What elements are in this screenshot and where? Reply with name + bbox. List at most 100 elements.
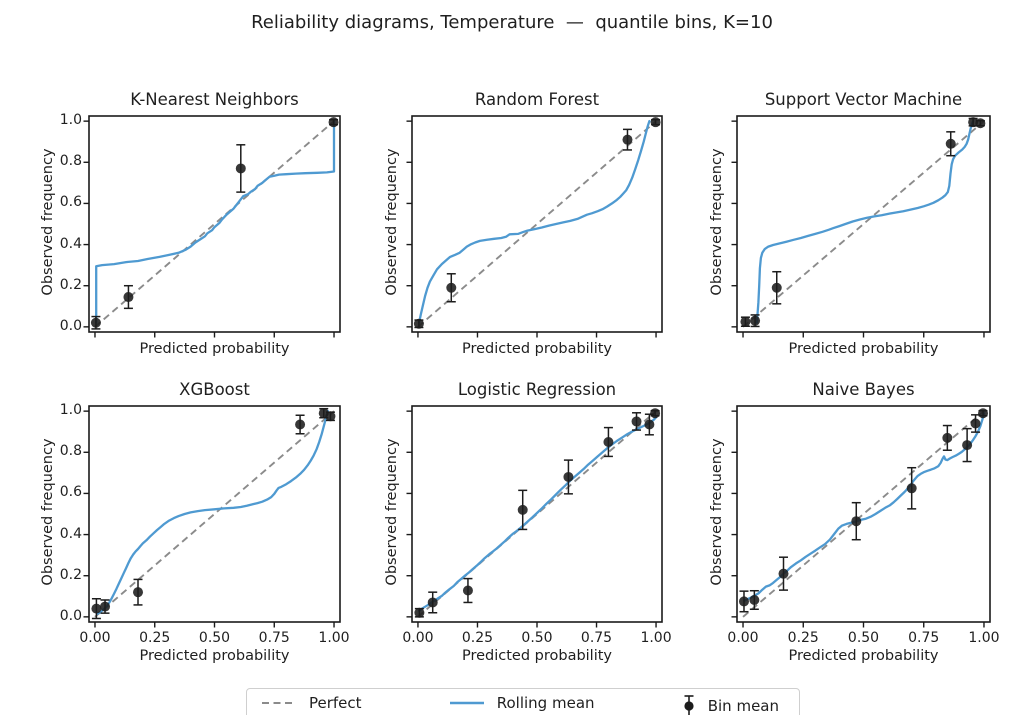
ytick-label: 1.0 — [59, 112, 82, 129]
xtick-label: 0.50 — [198, 630, 231, 646]
legend-item-rolling-mean: Rolling mean — [449, 694, 595, 712]
xtick-label: 1.00 — [318, 630, 350, 646]
xtick-label: 0.50 — [521, 630, 553, 646]
ylabel-support-vector-machine: Observed frequency — [709, 148, 725, 296]
xtick-label: 0.75 — [580, 630, 613, 646]
rolling-mean-line-icon — [449, 701, 484, 705]
plot-area-logistic-regression — [406, 405, 663, 628]
perfect-line — [417, 120, 657, 328]
ytick-label: 0.0 — [59, 607, 82, 624]
ytick-label: 0.4 — [59, 525, 82, 542]
rolling-mean-line — [95, 119, 336, 324]
rolling-mean-line — [96, 409, 329, 615]
bin-mean-point — [427, 591, 438, 614]
bin-mean-point — [325, 411, 336, 422]
bin-mean-point — [446, 273, 457, 303]
bin-mean-point — [740, 316, 751, 327]
xtick-label: 0.00 — [727, 630, 759, 646]
perfect-line — [94, 410, 335, 618]
xtick-label: 0.25 — [461, 630, 494, 646]
bin-mean-point — [749, 589, 760, 610]
legend-item-perfect: Perfect — [261, 694, 362, 712]
bin-mean-point — [603, 426, 614, 458]
xlabel-logistic-regression: Predicted probability — [461, 648, 613, 664]
xtick-label: 0.25 — [139, 630, 171, 646]
bin-mean-point — [650, 117, 661, 128]
bin-mean-point — [650, 408, 661, 419]
plot-area-k-nearest-neighbors — [83, 115, 341, 338]
bin-mean-point — [235, 144, 246, 193]
rolling-mean-line — [417, 119, 651, 324]
bin-mean-point — [631, 412, 642, 431]
perfect-line — [94, 120, 335, 328]
ytick-label: 0.6 — [59, 484, 82, 501]
legend: Perfect Rolling mean Bin mean — [246, 688, 800, 715]
xtick-label: 0.75 — [258, 630, 290, 646]
xlabel-random-forest: Predicted probability — [461, 341, 613, 357]
bin-mean-errorbar-icon — [684, 695, 694, 715]
bin-mean-point — [975, 118, 986, 129]
ytick-label: 0.0 — [59, 317, 82, 334]
bin-mean-point — [622, 128, 633, 151]
xtick-label: 0.25 — [787, 630, 819, 646]
bin-mean-point — [563, 459, 574, 495]
bin-mean-point — [945, 131, 956, 157]
plot-area-xgboost — [83, 405, 341, 628]
bin-mean-point — [906, 466, 917, 510]
bin-mean-point — [962, 427, 973, 463]
xtick-label: 1.00 — [640, 630, 672, 646]
xlabel-xgboost: Predicted probability — [139, 648, 290, 664]
bin-mean-point — [295, 414, 306, 435]
ylabel-k-nearest-neighbors: Observed frequency — [40, 148, 56, 296]
subplot-title-k-nearest-neighbors: K-Nearest Neighbors — [130, 90, 299, 109]
xlabel-support-vector-machine: Predicted probability — [788, 341, 939, 357]
plot-area-random-forest — [406, 115, 663, 338]
figure-title: Reliability diagrams, Temperature — quan… — [251, 12, 773, 33]
legend-label-perfect: Perfect — [309, 694, 362, 712]
ytick-label: 0.8 — [59, 153, 82, 170]
ylabel-xgboost: Observed frequency — [40, 438, 56, 586]
bin-mean-point — [413, 318, 424, 329]
xtick-label: 0.00 — [402, 630, 434, 646]
rolling-mean-line — [417, 416, 658, 612]
rolling-mean-line — [755, 119, 975, 324]
perfect-line — [742, 120, 985, 328]
bin-mean-point — [942, 424, 953, 451]
bin-mean-point — [462, 577, 473, 604]
bin-mean-point — [328, 117, 339, 128]
xtick-label: 1.00 — [968, 630, 1000, 646]
legend-item-bin-mean: Bin mean — [682, 694, 779, 715]
ytick-label: 0.8 — [59, 443, 82, 460]
bin-mean-point — [100, 599, 111, 614]
bin-mean-point — [738, 590, 749, 613]
ytick-label: 0.4 — [59, 235, 82, 252]
plot-area-naive-bayes — [731, 405, 991, 628]
legend-label-rolling-mean: Rolling mean — [496, 694, 595, 712]
ytick-label: 0.2 — [59, 276, 82, 293]
ytick-label: 0.6 — [59, 194, 82, 211]
xlabel-naive-bayes: Predicted probability — [788, 648, 939, 664]
bin-mean-point — [91, 598, 102, 620]
bin-mean-point — [771, 270, 782, 305]
ytick-label: 1.0 — [59, 402, 82, 419]
bin-mean-point — [517, 489, 528, 531]
ylabel-random-forest: Observed frequency — [384, 148, 400, 296]
xtick-label: 0.50 — [847, 630, 880, 646]
bin-mean-point — [133, 578, 144, 606]
bin-mean-point — [414, 607, 425, 618]
ytick-label: 0.2 — [59, 566, 82, 583]
subplot-title-logistic-regression: Logistic Regression — [457, 380, 617, 399]
perfect-dashed-line-icon — [262, 702, 296, 704]
subplot-title-naive-bayes: Naive Bayes — [812, 380, 915, 399]
subplot-title-xgboost: XGBoost — [179, 380, 250, 399]
legend-label-bin-mean: Bin mean — [707, 697, 779, 715]
bin-mean-point — [978, 408, 989, 419]
bin-mean-point — [851, 501, 862, 541]
subplot-title-random-forest: Random Forest — [474, 90, 600, 109]
xlabel-k-nearest-neighbors: Predicted probability — [139, 341, 290, 357]
xtick-label: 0.75 — [908, 630, 940, 646]
bin-mean-point — [90, 315, 101, 330]
plot-area-support-vector-machine — [731, 115, 991, 338]
ylabel-logistic-regression: Observed frequency — [384, 438, 400, 586]
